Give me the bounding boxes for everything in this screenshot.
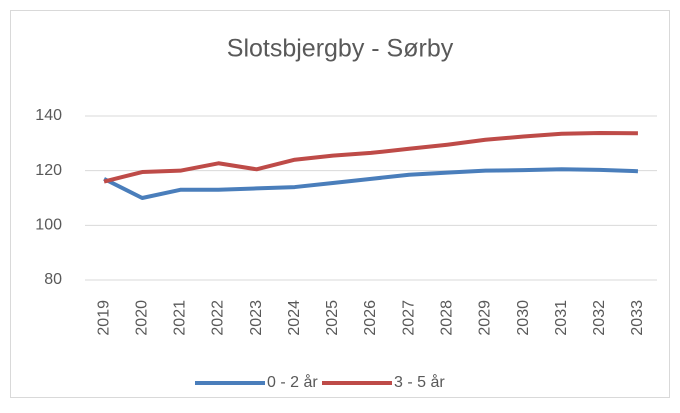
legend-label: 3 - 5 år bbox=[394, 373, 445, 391]
x-tick-label: 2026 bbox=[362, 300, 379, 336]
x-tick-label: 2020 bbox=[133, 300, 150, 336]
x-tick-label: 2021 bbox=[172, 300, 189, 336]
x-tick-label: 2022 bbox=[210, 300, 227, 336]
x-tick-label: 2024 bbox=[286, 300, 303, 336]
y-tick-label: 120 bbox=[35, 162, 62, 179]
x-tick-label: 2029 bbox=[477, 300, 494, 336]
y-tick-label: 100 bbox=[35, 217, 62, 234]
line-series bbox=[103, 130, 638, 184]
x-tick-label: 2031 bbox=[553, 300, 570, 336]
y-tick-label: 80 bbox=[44, 271, 62, 288]
x-tick-label: 2033 bbox=[629, 300, 646, 336]
y-tick-label: 140 bbox=[35, 107, 62, 124]
x-tick-label: 2025 bbox=[324, 300, 341, 336]
chart-title: Slotsbjergby - Sørby bbox=[227, 35, 454, 63]
chart-border bbox=[10, 10, 670, 398]
x-tick-label: 2032 bbox=[591, 300, 608, 336]
x-tick-label: 2019 bbox=[95, 300, 112, 336]
line-series bbox=[103, 167, 639, 200]
x-tick-label: 2023 bbox=[248, 300, 265, 336]
x-tick-label: 2027 bbox=[400, 300, 417, 336]
x-tick-label: 2030 bbox=[515, 300, 532, 336]
legend-label: 0 - 2 år bbox=[267, 373, 318, 391]
x-tick-label: 2028 bbox=[438, 300, 455, 336]
